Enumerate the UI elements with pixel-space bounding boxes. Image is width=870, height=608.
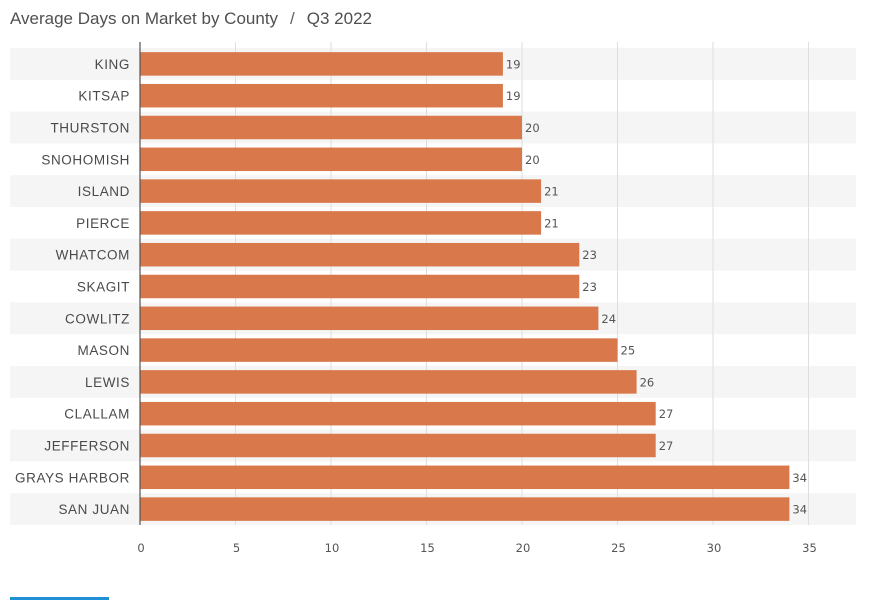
category-label: KITSAP — [78, 89, 130, 104]
chart-period: Q3 2022 — [306, 9, 373, 28]
data-label: 21 — [544, 216, 559, 230]
accent-underline — [10, 597, 109, 600]
bar — [140, 274, 580, 299]
bar — [140, 147, 522, 172]
category-label: THURSTON — [50, 121, 130, 136]
bar — [140, 433, 656, 458]
bar — [140, 242, 580, 267]
bar — [140, 83, 503, 108]
x-tick-label: 35 — [802, 541, 817, 555]
x-tick-label: 5 — [233, 541, 240, 555]
bar — [140, 179, 542, 203]
bar — [140, 306, 599, 331]
category-label: MASON — [77, 343, 130, 358]
data-label: 27 — [659, 439, 674, 453]
category-label: ISLAND — [78, 184, 130, 199]
category-label: WHATCOM — [56, 248, 130, 263]
data-label: 21 — [544, 185, 559, 199]
category-label: SNOHOMISH — [41, 152, 130, 167]
bar — [140, 52, 503, 76]
data-label: 20 — [525, 153, 540, 167]
bar — [140, 370, 637, 394]
data-label: 34 — [792, 503, 807, 517]
x-tick-label: 30 — [707, 541, 722, 555]
data-label: 19 — [506, 89, 521, 103]
bar — [140, 115, 522, 140]
category-label: GRAYS HARBOR — [15, 470, 130, 485]
category-label: JEFFERSON — [44, 439, 130, 454]
title-separator: / — [290, 9, 295, 28]
category-label: COWLITZ — [65, 311, 130, 326]
category-label: KING — [95, 57, 130, 72]
data-label: 19 — [506, 57, 521, 71]
data-label: 20 — [525, 121, 540, 135]
chart-title: Average Days on Market by County / Q3 2022 — [10, 9, 372, 29]
data-label: 24 — [601, 312, 616, 326]
bar — [140, 497, 790, 521]
x-tick-label: 15 — [420, 541, 435, 555]
data-label: 34 — [792, 471, 807, 485]
data-label: 25 — [621, 344, 636, 358]
x-tick-label: 10 — [325, 541, 340, 555]
x-tick-label: 25 — [611, 541, 626, 555]
bar — [140, 465, 790, 490]
bar — [140, 211, 542, 235]
category-label: CLALLAM — [64, 407, 130, 422]
category-label: PIERCE — [76, 216, 130, 231]
data-label: 23 — [582, 280, 597, 294]
data-label: 26 — [640, 375, 655, 389]
category-label: SAN JUAN — [58, 502, 130, 517]
data-label: 27 — [659, 407, 674, 421]
data-label: 23 — [582, 248, 597, 262]
chart-title-text: Average Days on Market by County — [10, 9, 279, 28]
category-label: SKAGIT — [77, 280, 130, 295]
bar — [140, 401, 656, 426]
x-tick-label: 0 — [137, 541, 144, 555]
category-label: LEWIS — [85, 375, 130, 390]
x-tick-label: 20 — [516, 541, 531, 555]
bar — [140, 338, 618, 362]
